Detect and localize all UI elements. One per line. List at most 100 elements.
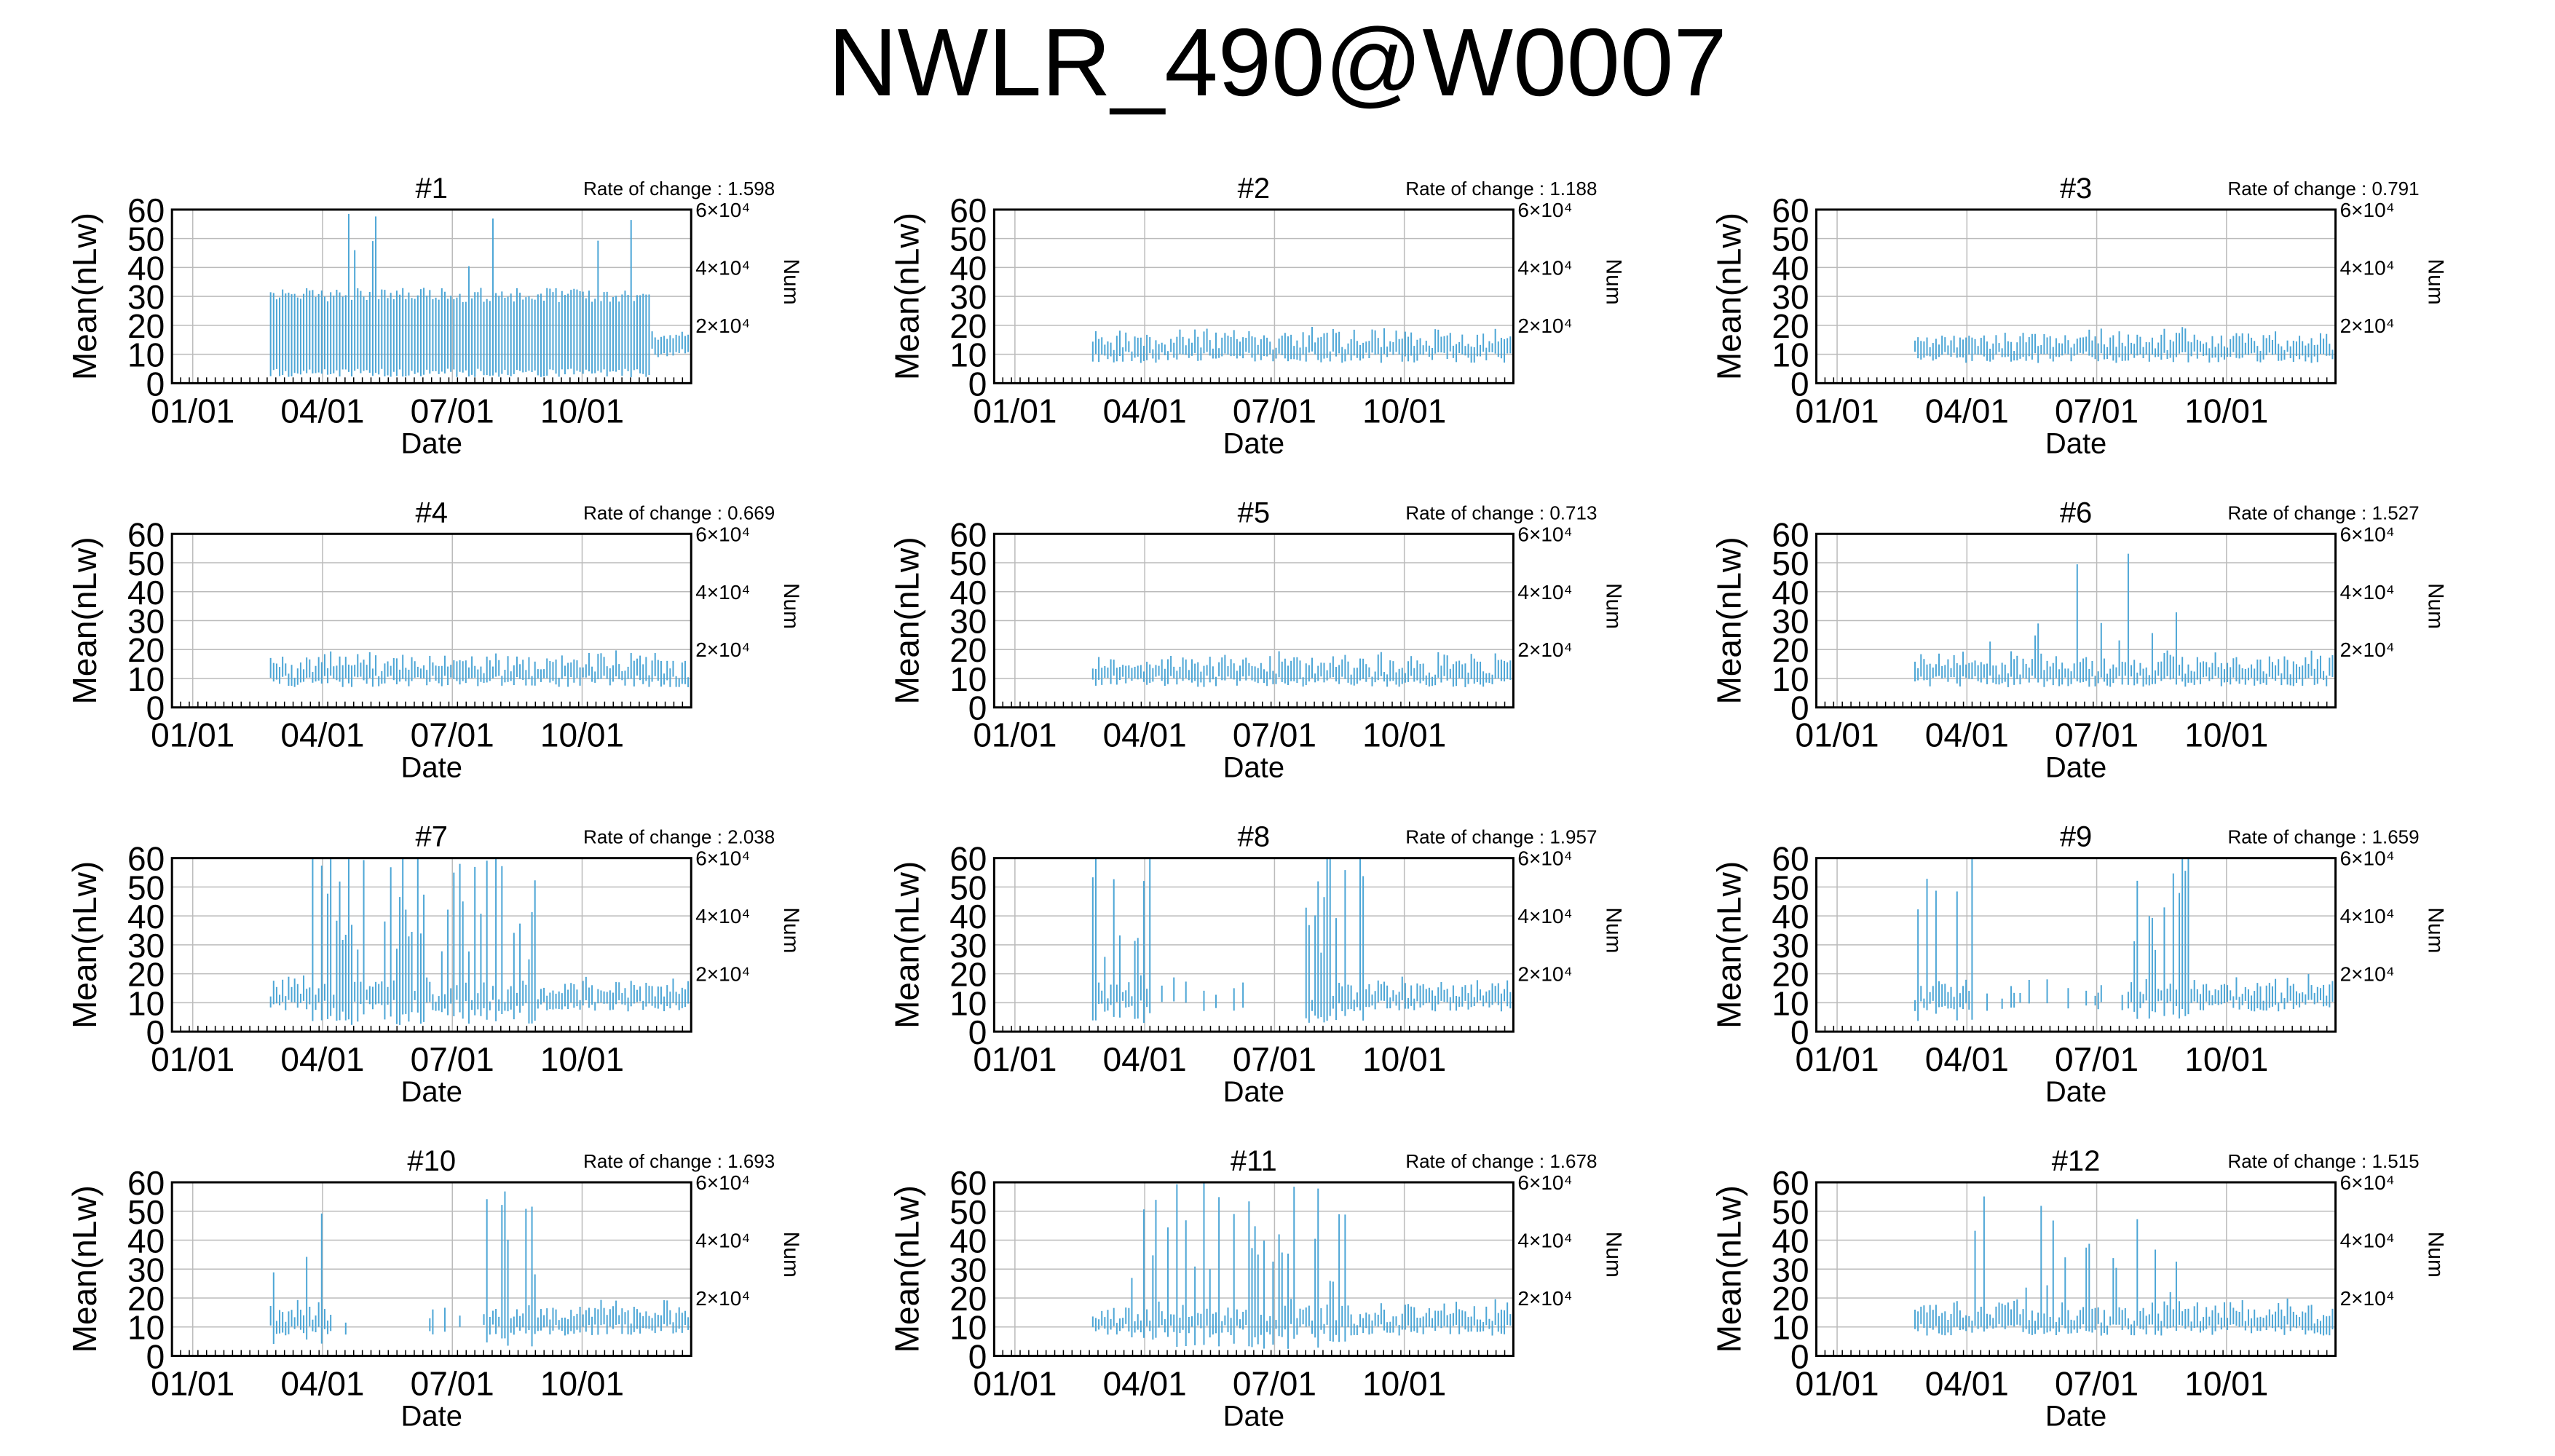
x-tick-label: 07/01 xyxy=(411,392,494,430)
y-tick-label: 10 xyxy=(949,984,987,1022)
y-tick-label: 40 xyxy=(127,574,165,612)
y-tick-label: 50 xyxy=(949,1193,987,1231)
x-axis-label: Date xyxy=(2045,427,2107,459)
y-tick-label: 50 xyxy=(127,545,165,582)
y2-tick-label: 6×10⁴ xyxy=(695,1171,750,1194)
y-tick-label: 10 xyxy=(127,660,165,698)
y-tick-label: 40 xyxy=(1772,1222,1809,1260)
y-tick-label: 40 xyxy=(1772,249,1809,287)
x-tick-label: 04/01 xyxy=(1925,1040,2009,1078)
y-tick-label: 10 xyxy=(1772,336,1809,374)
y-tick-label: 40 xyxy=(1772,574,1809,612)
x-tick-label: 04/01 xyxy=(1103,716,1187,754)
y2-tick-label: 4×10⁴ xyxy=(2340,256,2395,279)
y-tick-label: 10 xyxy=(127,1309,165,1347)
x-axis-label: Date xyxy=(400,752,462,784)
y2-tick-label: 4×10⁴ xyxy=(695,905,750,927)
y2-tick-label: 4×10⁴ xyxy=(2340,1230,2395,1252)
y-tick-label: 20 xyxy=(127,307,165,345)
rate-of-change-label: Rate of change : 0.713 xyxy=(1405,502,1597,523)
x-tick-label: 04/01 xyxy=(1925,1364,2009,1402)
subplot-title: #12 xyxy=(2052,1145,2101,1177)
y-tick-label: 50 xyxy=(949,545,987,582)
y2-tick-label: 6×10⁴ xyxy=(1517,523,1572,545)
y-tick-label: 50 xyxy=(949,221,987,258)
x-tick-label: 07/01 xyxy=(1233,716,1316,754)
y-tick-label: 40 xyxy=(949,574,987,612)
x-tick-label: 01/01 xyxy=(973,1364,1057,1402)
y2-tick-label: 4×10⁴ xyxy=(1517,1230,1572,1252)
x-axis-label: Date xyxy=(1223,1076,1285,1108)
y2-tick-label: 2×10⁴ xyxy=(2340,638,2395,661)
y-tick-label: 20 xyxy=(127,631,165,669)
y-tick-label: 50 xyxy=(949,869,987,906)
y-tick-label: 20 xyxy=(1772,307,1809,345)
x-axis-label: Date xyxy=(1223,752,1285,784)
subplot-title: #10 xyxy=(407,1145,456,1177)
x-tick-label: 10/01 xyxy=(2184,1364,2268,1402)
y-tick-label: 60 xyxy=(949,515,987,553)
y2-tick-label: 4×10⁴ xyxy=(1517,581,1572,604)
x-tick-label: 04/01 xyxy=(280,1040,364,1078)
x-tick-label: 01/01 xyxy=(1795,392,1879,430)
y2-axis-label: Num xyxy=(779,258,803,304)
rate-of-change-label: Rate of change : 0.669 xyxy=(583,502,775,523)
x-axis-label: Date xyxy=(400,427,462,459)
y-axis-label: Mean(nLw) xyxy=(888,537,925,704)
y2-tick-label: 2×10⁴ xyxy=(695,1287,750,1310)
y2-axis-label: Num xyxy=(1601,1232,1625,1278)
subplot-title: #11 xyxy=(1231,1145,1277,1177)
x-axis-label: Date xyxy=(2045,1400,2107,1432)
y-tick-label: 40 xyxy=(127,249,165,287)
x-tick-label: 10/01 xyxy=(540,392,624,430)
x-tick-label: 04/01 xyxy=(1925,392,2009,430)
y2-axis-label: Num xyxy=(779,1232,803,1278)
y2-axis-label: Num xyxy=(1601,907,1625,953)
x-tick-label: 04/01 xyxy=(280,392,364,430)
subplot-title: #1 xyxy=(415,173,448,205)
rate-of-change-label: Rate of change : 0.791 xyxy=(2227,178,2419,199)
y2-tick-label: 6×10⁴ xyxy=(1517,1171,1572,1194)
y-tick-label: 30 xyxy=(127,603,165,641)
y-axis-label: Mean(nLw) xyxy=(1710,1185,1748,1353)
x-tick-label: 01/01 xyxy=(1795,716,1879,754)
rate-of-change-label: Rate of change : 2.038 xyxy=(583,826,775,848)
x-tick-label: 07/01 xyxy=(411,716,494,754)
y2-tick-label: 6×10⁴ xyxy=(1517,199,1572,221)
subplot-title: #9 xyxy=(2060,821,2093,853)
x-tick-label: 01/01 xyxy=(151,1364,234,1402)
x-axis-label: Date xyxy=(2045,752,2107,784)
y-tick-label: 0 xyxy=(968,365,987,403)
x-tick-label: 07/01 xyxy=(1233,1040,1316,1078)
y-tick-label: 50 xyxy=(127,1193,165,1231)
y-tick-label: 40 xyxy=(127,898,165,935)
y-tick-label: 10 xyxy=(1772,984,1809,1022)
y2-axis-label: Num xyxy=(2424,583,2448,629)
x-tick-label: 10/01 xyxy=(2184,716,2268,754)
y-tick-label: 10 xyxy=(949,660,987,698)
y-tick-label: 0 xyxy=(146,365,165,403)
y-tick-label: 20 xyxy=(949,1280,987,1318)
x-tick-label: 01/01 xyxy=(1795,1364,1879,1402)
x-tick-label: 04/01 xyxy=(1103,1364,1187,1402)
subplot-title: #7 xyxy=(415,821,448,853)
y2-tick-label: 4×10⁴ xyxy=(2340,905,2395,927)
x-tick-label: 07/01 xyxy=(2055,716,2139,754)
x-tick-label: 01/01 xyxy=(1795,1040,1879,1078)
y-tick-label: 60 xyxy=(127,840,165,878)
y-tick-label: 0 xyxy=(146,1013,165,1051)
y-tick-label: 20 xyxy=(1772,1280,1809,1318)
y-axis-label: Mean(nLw) xyxy=(66,213,103,380)
y2-tick-label: 6×10⁴ xyxy=(2340,523,2395,545)
x-tick-label: 10/01 xyxy=(1362,1364,1446,1402)
y-tick-label: 10 xyxy=(949,1309,987,1347)
y2-tick-label: 2×10⁴ xyxy=(2340,1287,2395,1310)
subplot-title: #6 xyxy=(2060,496,2093,529)
y-axis-label: Mean(nLw) xyxy=(1710,213,1748,380)
